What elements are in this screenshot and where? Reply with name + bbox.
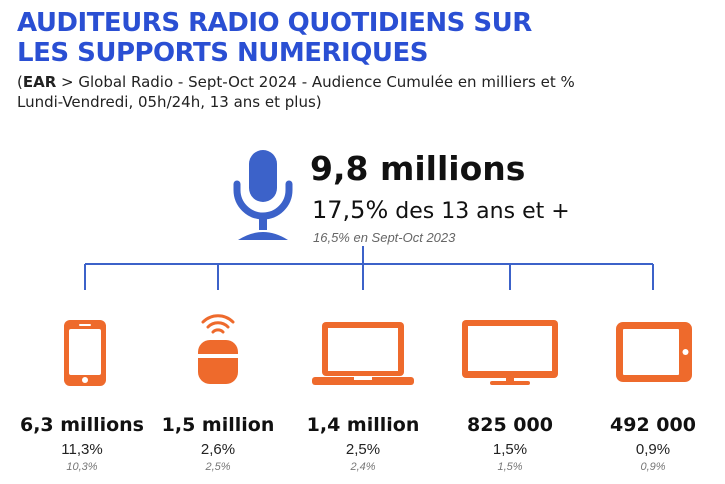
- microphone-icon: [233, 150, 293, 240]
- source-details: > Global Radio - Sept-Oct 2024 - Audienc…: [56, 73, 575, 91]
- tablet-icon: [616, 322, 692, 382]
- smart-speaker-icon: [198, 314, 238, 384]
- source-open-paren: (: [17, 73, 23, 91]
- television-icon: [462, 320, 558, 385]
- device-stat-laptop: 1,4 million 2,5% 2,4%: [288, 413, 438, 474]
- device-stat-smart-speaker: 1,5 million 2,6% 2,5%: [143, 413, 293, 474]
- device-share: 1,5%: [492, 441, 528, 458]
- device-previous-share: 0,9%: [640, 461, 666, 473]
- device-previous-share: 2,5%: [205, 461, 231, 473]
- device-share: 11,3%: [61, 441, 103, 458]
- device-previous-share: 1,5%: [497, 461, 523, 473]
- device-audience: 825 000: [467, 414, 553, 436]
- total-share-value: 17,5%: [312, 196, 389, 224]
- smartphone-icon: [64, 320, 106, 386]
- device-previous-share: 2,4%: [350, 461, 376, 473]
- page-title: AUDITEURS RADIO QUOTIDIENS SUR LES SUPPO…: [17, 8, 532, 68]
- device-share: 0,9%: [635, 441, 671, 458]
- device-previous-share: 10,3%: [66, 461, 98, 473]
- device-share: 2,6%: [200, 441, 236, 458]
- device-share: 2,5%: [345, 441, 381, 458]
- device-audience: 1,4 million: [306, 414, 420, 436]
- source-note: (EAR > Global Radio - Sept-Oct 2024 - Au…: [17, 72, 657, 112]
- total-share-label: des 13 ans et +: [388, 199, 570, 224]
- device-stat-smartphone: 6,3 millions 11,3% 10,3%: [7, 413, 157, 474]
- source-name: EAR: [22, 73, 57, 91]
- device-audience: 6,3 millions: [19, 414, 144, 436]
- device-audience: 492 000: [610, 414, 696, 436]
- total-previous: 16,5% en Sept-Oct 2023: [313, 230, 456, 245]
- laptop-icon: [312, 322, 414, 385]
- total-listeners: 9,8 millions: [310, 149, 526, 188]
- source-scope: Lundi-Vendredi, 05h/24h, 13 ans et plus): [17, 93, 322, 111]
- total-share: 17,5% des 13 ans et +: [312, 197, 570, 225]
- device-audience: 1,5 million: [161, 414, 275, 436]
- device-stat-tablet: 492 000 0,9% 0,9%: [578, 413, 725, 474]
- device-stat-television: 825 000 1,5% 1,5%: [435, 413, 585, 474]
